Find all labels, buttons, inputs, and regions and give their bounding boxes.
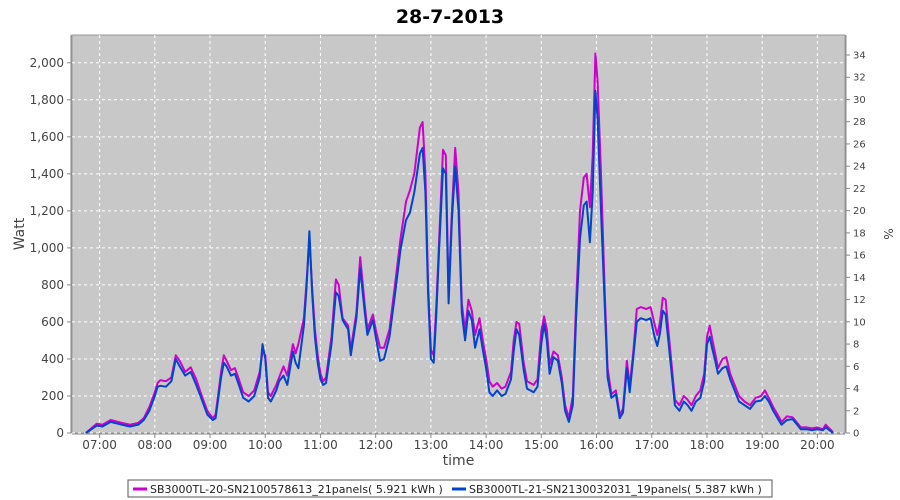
y2-tick-label: 10 bbox=[853, 317, 866, 328]
y-tick-label: 400 bbox=[41, 352, 64, 366]
y-axis-label: Watt bbox=[12, 217, 28, 250]
x-tick-label: 14:00 bbox=[469, 438, 504, 452]
y2-tick-label: 18 bbox=[853, 228, 866, 239]
x-tick-label: 16:00 bbox=[579, 438, 614, 452]
legend-entry: SB3000TL-20-SN2100578613_21panels( 5.921… bbox=[150, 483, 443, 496]
y2-tick-label: 30 bbox=[853, 95, 866, 106]
y2-tick-label: 4 bbox=[853, 384, 859, 395]
x-tick-label: 13:00 bbox=[414, 438, 449, 452]
x-tick-label: 19:00 bbox=[745, 438, 780, 452]
y2-tick-label: 20 bbox=[853, 206, 866, 217]
y-axis-left: 0 200 400 600 800 1,000 1,200 1,400 1,600 1,800 2,… bbox=[30, 35, 72, 440]
y-tick-label: 1,000 bbox=[30, 241, 64, 255]
y2-tick-label: 8 bbox=[853, 340, 859, 351]
y-tick-label: 800 bbox=[41, 278, 64, 292]
y-tick-label: 1,400 bbox=[30, 167, 64, 181]
x-tick-label: 11:00 bbox=[303, 438, 338, 452]
x-tick-label: 18:00 bbox=[690, 438, 725, 452]
y-tick-label: 1,800 bbox=[30, 93, 64, 107]
series-line-1 bbox=[85, 52, 834, 434]
y-tick-label: 2,000 bbox=[30, 56, 64, 70]
x-tick-label: 17:00 bbox=[634, 438, 669, 452]
y-tick-label: 1,600 bbox=[30, 130, 64, 144]
x-tick-label: 15:00 bbox=[524, 438, 559, 452]
y2-tick-label: 0 bbox=[853, 429, 859, 440]
y2-tick-label: 22 bbox=[853, 184, 866, 195]
series-lines bbox=[85, 52, 834, 434]
y2-tick-label: 12 bbox=[853, 295, 866, 306]
y-tick-label: 1,200 bbox=[30, 204, 64, 218]
y2-tick-label: 16 bbox=[853, 251, 866, 262]
x-axis-label: time bbox=[443, 453, 475, 469]
y-gridlines bbox=[72, 62, 845, 434]
y-tick-label: 0 bbox=[56, 426, 64, 440]
y2-tick-label: 32 bbox=[853, 73, 866, 84]
chart-title: 28-7-2013 bbox=[396, 6, 504, 28]
y2-tick-label: 6 bbox=[853, 362, 859, 373]
y2-tick-label: 26 bbox=[853, 139, 866, 150]
y2-tick-label: 14 bbox=[853, 273, 866, 284]
x-tick-label: 12:00 bbox=[358, 438, 393, 452]
x-tick-label: 07:00 bbox=[82, 438, 117, 452]
y-tick-label: 200 bbox=[41, 389, 64, 403]
y2-tick-label: 2 bbox=[853, 406, 859, 417]
x-tick-label: 10:00 bbox=[248, 438, 283, 452]
y2-tick-label: 34 bbox=[853, 51, 866, 62]
y-tick-label: 600 bbox=[41, 315, 64, 329]
legend-box bbox=[127, 479, 773, 498]
x-axis: 07:00 08:00 09:00 10:00 11:00 12:00 13:00 14:00… bbox=[72, 433, 845, 452]
y2-tick-label: 28 bbox=[853, 117, 866, 128]
x-tick-label: 08:00 bbox=[138, 438, 173, 452]
legend: SB3000TL-20-SN2100578613_21panels( 5.921… bbox=[127, 479, 773, 498]
legend-entry: SB3000TL-21-SN2130032031_19panels( 5.387… bbox=[469, 483, 762, 496]
x-tick-label: 20:00 bbox=[800, 438, 835, 452]
y2-axis-label: % bbox=[881, 228, 895, 239]
x-tick-label: 09:00 bbox=[193, 438, 228, 452]
series-line-2 bbox=[85, 89, 834, 434]
y2-tick-label: 24 bbox=[853, 162, 866, 173]
